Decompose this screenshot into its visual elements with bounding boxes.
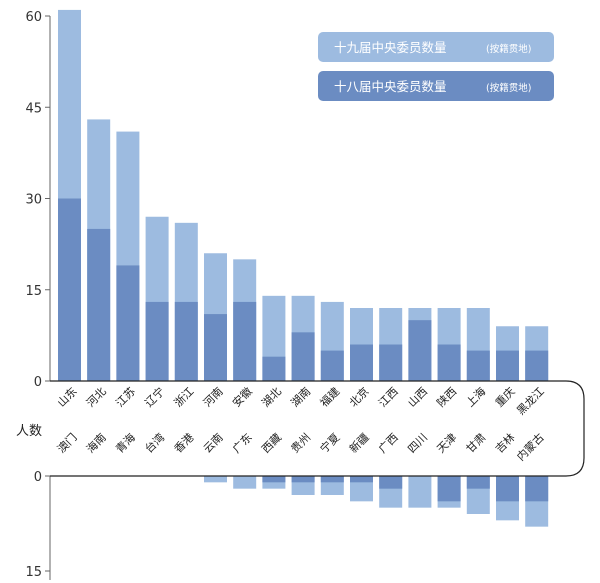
bottom-category-label: 吉林 (492, 430, 517, 455)
bottom-category-label: 新疆 (346, 430, 371, 455)
top-bar (58, 198, 81, 381)
top-bar (320, 350, 344, 381)
top-bar (145, 301, 169, 381)
top-bar (262, 356, 286, 381)
top-category-label: 安徽 (229, 384, 254, 409)
bottom-category-label: 澳门 (54, 430, 79, 455)
top-bar (408, 320, 432, 381)
bottom-bar (262, 476, 286, 483)
bottom-category-label: 西藏 (259, 431, 284, 456)
bottom-category-label: 内蒙古 (514, 430, 547, 463)
bottom-category-label: 台湾 (142, 430, 167, 455)
bottom-y-tick-label: 15 (25, 565, 42, 580)
top-category-label: 福建 (317, 384, 342, 409)
top-category-label: 江西 (376, 385, 401, 410)
top-category-label: 河南 (201, 385, 226, 410)
bottom-bar (204, 476, 227, 483)
bottom-category-label: 四川 (405, 431, 430, 456)
top-category-label: 陕西 (434, 384, 459, 409)
top-bar (466, 350, 490, 381)
legend-label: 十九届中央委员数量 (334, 40, 447, 55)
top-bar (291, 332, 315, 381)
bottom-bar (379, 476, 403, 489)
top-category-label: 辽宁 (142, 384, 167, 409)
top-y-tick-label: 45 (25, 101, 42, 116)
bottom-bar (408, 476, 432, 508)
axes-layer: 60 45 30 15 0 0 15 (25, 10, 51, 580)
top-category-label: 浙江 (172, 385, 197, 410)
legend-sublabel: (按籍贯地) (486, 43, 531, 55)
top-y-tick-label: 15 (25, 284, 42, 299)
top-y-tick-label: 30 (25, 193, 42, 208)
top-bar (437, 344, 461, 381)
legend-swatch-box (318, 32, 554, 62)
top-bar (87, 228, 111, 381)
top-category-label: 江苏 (113, 385, 138, 410)
top-y-tick-label: 0 (34, 375, 42, 390)
top-category-label: 北京 (346, 384, 371, 409)
bottom-bar (437, 476, 461, 502)
top-bar (350, 344, 373, 381)
top-bar (233, 301, 257, 381)
bottom-category-label: 天津 (434, 431, 459, 456)
top-category-label: 黑龙江 (514, 385, 547, 418)
top-category-label: 河北 (84, 385, 109, 410)
bottom-category-label: 广东 (230, 431, 255, 456)
top-y-tick-label: 60 (25, 10, 42, 25)
bottom-bar (350, 476, 373, 483)
top-bar (379, 344, 403, 381)
bottom-category-label: 甘肃 (464, 431, 489, 456)
top-category-label: 山西 (405, 385, 430, 410)
bottom-y-tick-label: 0 (34, 470, 42, 485)
legend: 十九届中央委员数量 (按籍贯地) 十八届中央委员数量 (按籍贯地) (318, 32, 554, 101)
bottom-bar (233, 476, 257, 489)
bottom-bar (320, 476, 344, 483)
bottom-category-label: 青海 (113, 430, 138, 455)
bottom-category-label: 广西 (376, 431, 401, 456)
bars-layer (58, 9, 549, 527)
top-bar (496, 350, 519, 381)
bottom-bar (496, 476, 519, 502)
legend-swatch-box (318, 71, 554, 101)
category-band-frame (50, 380, 585, 477)
bottom-bar (291, 476, 315, 483)
labels-layer: 人数山东 河北 江苏 辽宁 浙江 河南 安徽 湖北 湖南 福建 北京 江西 山西 陕西 上海 重庆黑龙江澳门海… (16, 384, 547, 463)
top-bar (204, 314, 227, 381)
top-bar (525, 350, 549, 381)
bottom-bar (525, 476, 549, 502)
category-frame (50, 380, 585, 477)
legend-sublabel: (按籍贯地) (486, 82, 531, 94)
top-bar (174, 301, 198, 381)
top-category-label: 重庆 (492, 384, 517, 409)
top-category-label: 上海 (463, 384, 488, 409)
legend-label: 十八届中央委员数量 (334, 79, 447, 94)
bottom-category-label: 海南 (83, 430, 108, 455)
top-category-label: 湖北 (259, 385, 284, 410)
bottom-bar (466, 476, 490, 489)
top-category-label: 湖南 (288, 385, 313, 410)
bottom-category-label: 贵州 (288, 431, 313, 456)
top-bar (116, 265, 140, 381)
y-axis-label: 人数 (16, 424, 42, 439)
bottom-category-label: 香港 (172, 431, 197, 456)
top-category-label: 山东 (55, 385, 80, 410)
bottom-category-label: 宁夏 (317, 430, 342, 455)
bottom-category-label: 云南 (201, 431, 226, 456)
